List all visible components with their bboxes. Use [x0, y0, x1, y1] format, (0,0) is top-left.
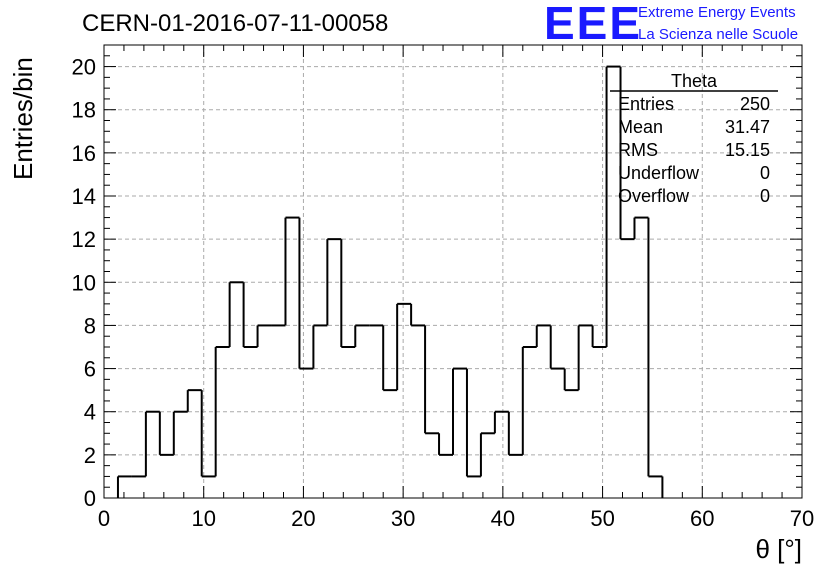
stats-row-value: 0 [760, 186, 770, 206]
plot-frame [103, 44, 803, 499]
logo-line-2: La Scienza nelle Scuole [638, 26, 799, 43]
x-tick-label: 40 [491, 506, 515, 531]
eee-logo: EEE Extreme Energy Events La Scienza nel… [544, 0, 834, 49]
stats-row-value: 0 [760, 163, 770, 183]
x-axis-label: θ [°] [755, 534, 802, 564]
y-tick-label: 14 [72, 184, 96, 209]
y-tick-label: 18 [72, 98, 96, 123]
x-tick-label: 20 [291, 506, 315, 531]
stats-row-label: Overflow [618, 186, 690, 206]
y-tick-label: 12 [72, 227, 96, 252]
y-tick-label: 6 [84, 357, 96, 382]
x-tick-label: 10 [191, 506, 215, 531]
chart-title: CERN-01-2016-07-11-00058 [82, 10, 389, 37]
x-tick-label: 30 [391, 506, 415, 531]
x-tick-label: 50 [590, 506, 614, 531]
stats-row-value: 15.15 [725, 140, 770, 160]
x-tick-label: 0 [98, 506, 110, 531]
stats-row-label: Underflow [618, 163, 700, 183]
eee-logo-mark: EEE [544, 0, 643, 49]
x-tick-label: 70 [790, 506, 814, 531]
y-tick-label: 10 [72, 270, 96, 295]
y-tick-label: 2 [84, 443, 96, 468]
stats-row-label: RMS [618, 140, 658, 160]
logo-line-1: Extreme Energy Events [638, 4, 796, 21]
stats-box-title: Theta [671, 71, 718, 91]
y-tick-label: 20 [72, 55, 96, 80]
x-tick-label: 60 [690, 506, 714, 531]
stats-row-value: 250 [740, 94, 770, 114]
y-tick-label: 4 [84, 400, 96, 425]
y-tick-label: 16 [72, 141, 96, 166]
y-tick-label: 8 [84, 313, 96, 338]
stats-row-value: 31.47 [725, 117, 770, 137]
stats-row-label: Mean [618, 117, 663, 137]
y-tick-label: 0 [84, 486, 96, 511]
stats-row-label: Entries [618, 94, 674, 114]
